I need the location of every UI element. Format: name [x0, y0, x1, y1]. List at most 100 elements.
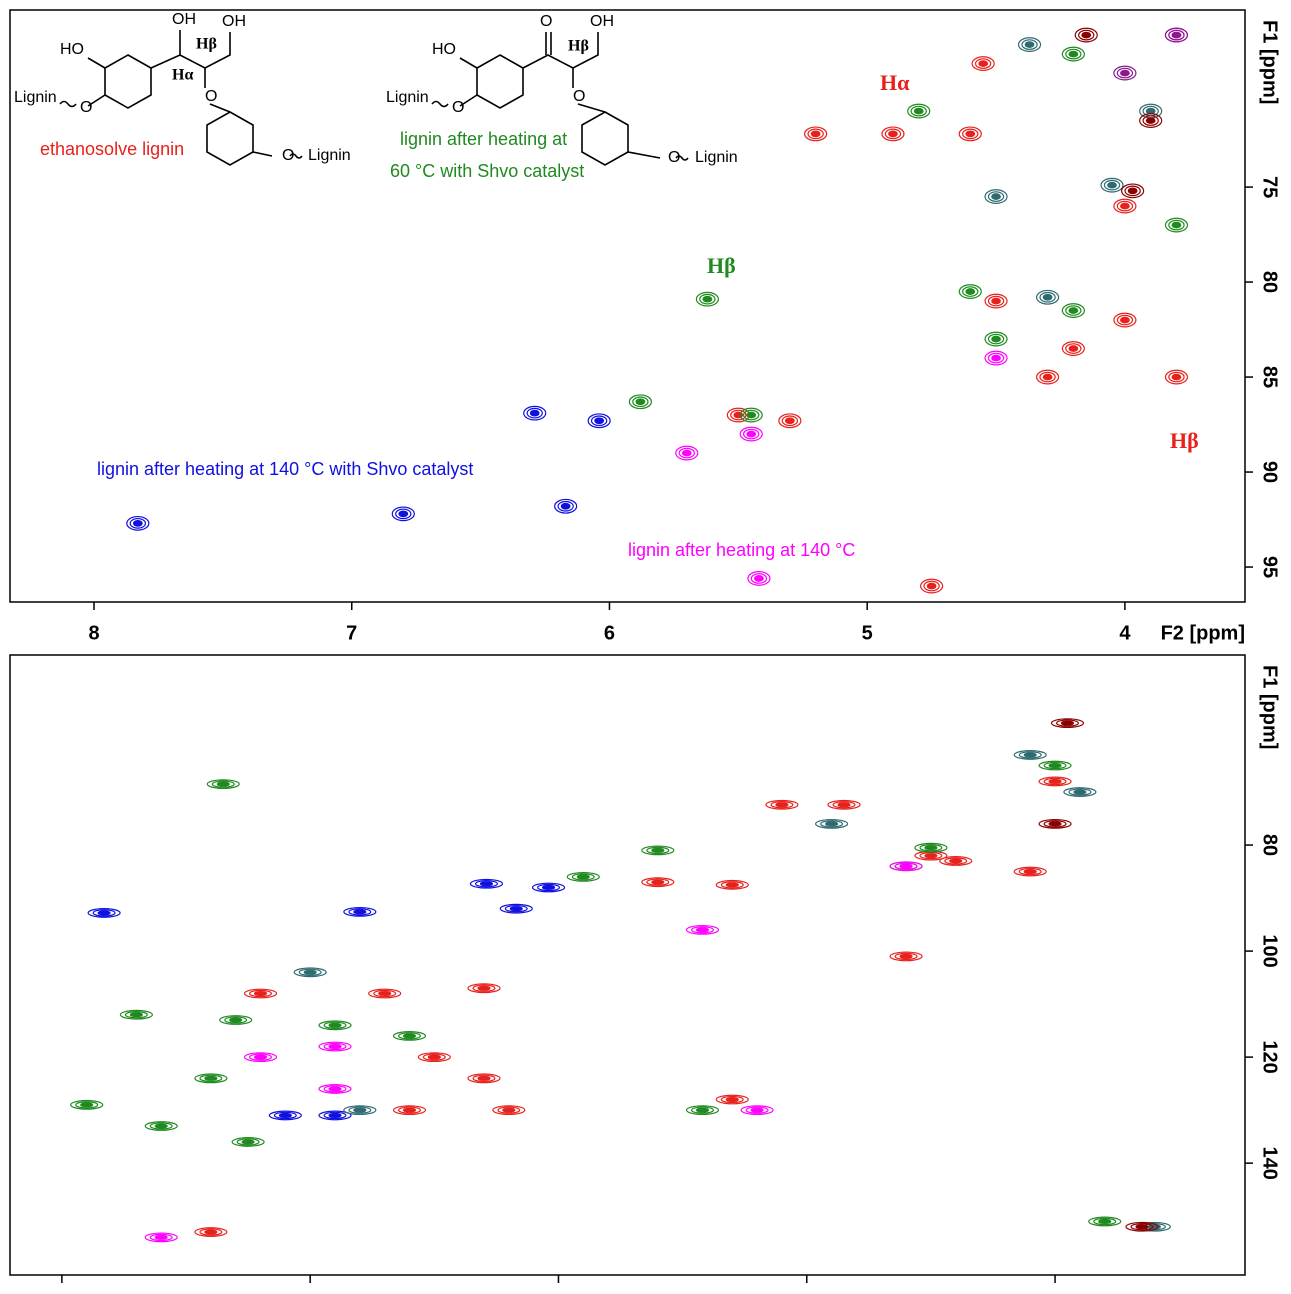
annotation: Hβ	[1170, 428, 1199, 453]
contour-line	[695, 291, 719, 307]
contour-line	[1021, 39, 1038, 50]
contour-line	[204, 1075, 218, 1081]
peak	[804, 126, 828, 142]
contour-line	[884, 128, 902, 140]
contour-line	[778, 413, 802, 429]
contour-line	[75, 1101, 99, 1109]
contour-line	[1139, 113, 1163, 128]
contour-line	[944, 857, 968, 865]
contour-line	[965, 288, 976, 295]
contour-line	[149, 1233, 173, 1242]
contour-line	[1168, 371, 1185, 383]
contour-line	[807, 128, 824, 140]
peak	[499, 903, 533, 914]
peak	[206, 779, 240, 789]
peak	[914, 842, 948, 853]
atom-label: Lignin	[14, 89, 57, 106]
contour-line	[881, 126, 905, 142]
contour-line	[554, 498, 578, 514]
peak	[1125, 1221, 1159, 1232]
peak	[1113, 312, 1137, 328]
bond	[577, 103, 606, 113]
peak	[739, 426, 763, 442]
contour-line	[641, 845, 675, 856]
contour-line	[1068, 307, 1079, 314]
contour-line	[690, 926, 714, 934]
contour-line	[268, 1110, 302, 1121]
contour-line	[889, 861, 923, 872]
contour-line	[541, 884, 556, 891]
contour-line	[1113, 198, 1137, 214]
peak	[554, 498, 578, 514]
contour-line	[571, 873, 595, 881]
x-tick-label: 6	[604, 622, 615, 644]
contour-line	[1038, 818, 1072, 829]
contour-line	[984, 189, 1008, 204]
contour-line	[199, 1074, 223, 1083]
peak	[1113, 198, 1137, 214]
peak	[1164, 27, 1189, 43]
contour-line	[978, 60, 989, 67]
contour-line	[1127, 187, 1138, 195]
contour-line	[154, 1123, 168, 1129]
peak	[566, 871, 600, 882]
x-tick-label: 4	[1119, 622, 1131, 644]
contour-line	[273, 1111, 297, 1120]
contour-line	[1065, 305, 1082, 316]
x-axis-label: F2 [ppm]	[1161, 622, 1245, 644]
contour-line	[715, 1094, 749, 1105]
contour-line	[504, 904, 528, 913]
x-tick-label: 5	[862, 622, 873, 644]
contour-line	[398, 1032, 422, 1040]
contour-line	[1124, 185, 1141, 197]
contour-line	[775, 802, 789, 808]
x-tick-label: 7	[346, 622, 357, 644]
peak	[1139, 113, 1163, 128]
contour-line	[1035, 289, 1060, 305]
y-tick-label: 80	[1259, 834, 1281, 856]
contour-line	[1068, 788, 1092, 796]
peak	[318, 1020, 352, 1031]
peak	[523, 405, 547, 421]
contour-line	[1168, 219, 1185, 231]
peak	[685, 1105, 720, 1116]
contour-line	[557, 500, 574, 512]
atom-label: OH	[172, 11, 196, 28]
contour-line	[343, 906, 377, 917]
peak	[1038, 760, 1072, 771]
peak	[531, 882, 566, 893]
contour-line	[1164, 27, 1189, 43]
contour-line	[1013, 750, 1047, 760]
atom-label: O	[452, 99, 464, 116]
contour-line	[1063, 787, 1097, 797]
peak	[739, 407, 763, 423]
contour-line	[804, 126, 828, 142]
ring	[476, 54, 524, 109]
peak	[958, 126, 982, 142]
annotation: Hβ	[707, 253, 736, 278]
peak	[889, 951, 923, 962]
peak	[628, 394, 652, 410]
contour-line	[962, 286, 979, 297]
contour-line	[1061, 341, 1085, 356]
bond	[209, 103, 231, 113]
contour-line	[1068, 345, 1079, 352]
contour-line	[502, 1107, 516, 1113]
contour-line	[231, 1137, 265, 1147]
contour-line	[754, 575, 764, 582]
contour-line	[991, 297, 1001, 305]
contour-line	[492, 1105, 526, 1116]
contour-line	[1018, 751, 1042, 759]
contour-line	[328, 1112, 342, 1118]
contour-line	[353, 1107, 367, 1113]
contour-line	[402, 1033, 417, 1039]
contour-line	[924, 845, 938, 851]
peak	[889, 861, 923, 872]
contour-line	[958, 126, 982, 142]
peak	[1013, 750, 1047, 760]
contour-line	[129, 1012, 143, 1018]
contour-line	[1142, 115, 1159, 126]
contour-line	[827, 799, 861, 810]
peak	[958, 284, 982, 299]
contour-line	[907, 103, 931, 119]
